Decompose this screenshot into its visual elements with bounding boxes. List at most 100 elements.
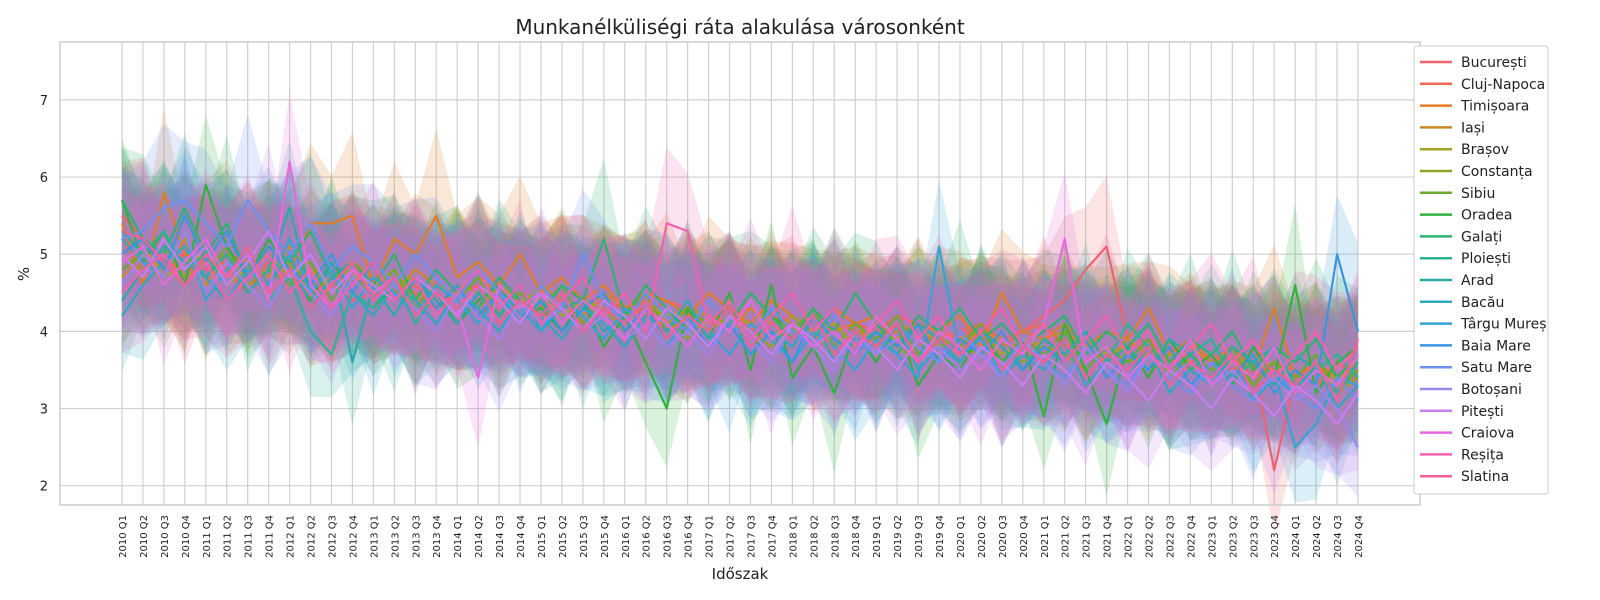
x-tick-label: 2014 Q4 [516,515,527,558]
x-tick-label: 2016 Q1 [621,515,632,558]
x-tick-label: 2012 Q1 [286,515,297,558]
legend-label: Iași [1461,120,1485,136]
x-tick-label: 2013 Q2 [390,515,401,558]
x-tick-label: 2019 Q2 [893,515,904,558]
x-tick-label: 2019 Q3 [914,515,925,558]
x-tick-label: 2017 Q1 [705,515,716,558]
x-tick-label: 2016 Q2 [642,515,653,558]
x-tick-label: 2013 Q1 [369,515,380,558]
x-tick-label: 2017 Q3 [746,515,757,558]
legend: București Cluj-Napoca Timișoara Iași Brașov C… [1413,45,1549,495]
y-tick-label: 6 [40,171,48,186]
x-tick-label: 2016 Q4 [684,515,695,558]
x-tick-label: 2018 Q4 [851,515,862,558]
x-tick-label: 2022 Q3 [1165,515,1176,558]
x-tick-label: 2023 Q2 [1228,515,1239,558]
x-tick-label: 2018 Q3 [830,515,841,558]
x-tick-label: 2010 Q1 [118,515,129,558]
x-tick-label: 2013 Q3 [411,515,422,558]
x-axis-ticks: 2010 Q1 2010 Q2 2010 Q3 2010 Q4 2011 Q1 2011 … [118,515,1365,558]
x-tick-label: 2020 Q3 [998,515,1009,558]
series-band [122,108,1358,444]
x-tick-label: 2023 Q1 [1207,515,1218,558]
y-tick-label: 4 [40,325,48,340]
x-tick-label: 2010 Q2 [139,515,150,558]
legend-label: București [1461,55,1527,71]
x-tick-label: 2014 Q2 [474,515,485,558]
legend-label: Slatina [1461,469,1509,485]
series-line [121,199,1359,379]
x-tick-label: 2018 Q2 [809,515,820,558]
x-tick-label: 2014 Q1 [453,515,464,558]
x-tick-label: 2012 Q3 [327,515,338,558]
x-tick-label: 2015 Q1 [537,515,548,558]
legend-label: Satu Mare [1461,360,1532,376]
y-tick-label: 5 [40,248,48,263]
x-tick-label: 2015 Q4 [600,515,611,558]
x-tick-label: 2015 Q3 [579,515,590,558]
series-lines [120,160,1360,472]
x-tick-label: 2011 Q4 [265,515,276,558]
x-tick-label: 2010 Q3 [160,515,171,558]
x-tick-label: 2012 Q2 [307,515,318,558]
x-tick-label: 2017 Q2 [726,515,737,558]
x-tick-label: 2022 Q1 [1124,515,1135,558]
x-tick-label: 2011 Q2 [223,515,234,558]
legend-box [1413,45,1549,495]
x-tick-label: 2016 Q3 [663,515,674,558]
legend-label: Craiova [1461,426,1514,442]
y-tick-label: 2 [40,480,48,495]
x-tick-label: 2015 Q2 [558,515,569,558]
x-tick-label: 2021 Q4 [1103,515,1114,558]
series-band [122,146,1358,465]
legend-label: Pitești [1461,404,1504,420]
series-line [121,230,1360,402]
x-tick-label: 2024 Q4 [1354,515,1365,558]
legend-label: Baia Mare [1461,338,1531,354]
x-tick-label: 2022 Q2 [1145,515,1156,558]
x-tick-label: 2023 Q3 [1249,515,1260,558]
legend-label: Timișoara [1460,99,1529,115]
legend-label: Brașov [1461,142,1509,158]
legend-label: Târgu Mureș [1460,317,1547,333]
x-tick-label: 2010 Q4 [181,515,192,558]
x-axis-label: Időszak [712,565,769,583]
x-tick-label: 2011 Q1 [202,515,213,558]
x-tick-label: 2017 Q4 [767,515,778,558]
legend-label: Sibiu [1461,186,1495,202]
series-band [122,145,1358,454]
x-tick-label: 2019 Q1 [872,515,883,558]
x-tick-label: 2020 Q2 [977,515,988,558]
series-band [122,115,1358,496]
series-band [122,140,1358,464]
y-axis-ticks: 2 3 4 5 6 7 [40,94,48,495]
x-tick-label: 2019 Q4 [935,515,946,558]
series-line [121,160,1359,395]
x-tick-label: 2014 Q3 [495,515,506,558]
x-tick-label: 2021 Q1 [1040,515,1051,558]
x-tick-label: 2020 Q4 [1019,515,1030,558]
y-tick-label: 7 [40,94,48,109]
x-tick-label: 2022 Q4 [1186,515,1197,558]
legend-label: Botoșani [1461,382,1522,398]
series-line [121,222,1359,379]
legend-label: Arad [1461,273,1494,289]
series-line [121,230,1359,426]
chart-title: Munkanélküliségi ráta alakulása városonk… [515,15,965,39]
legend-label: Reșița [1461,447,1504,463]
x-tick-label: 2012 Q4 [348,515,359,558]
legend-label: Ploiești [1461,251,1511,267]
legend-label: Bacău [1461,295,1504,311]
x-tick-label: 2024 Q2 [1312,515,1323,558]
x-tick-label: 2024 Q3 [1333,515,1344,558]
y-tick-label: 3 [40,403,48,418]
series-band [122,157,1358,536]
x-tick-label: 2011 Q3 [244,515,255,558]
x-tick-label: 2021 Q3 [1082,515,1093,558]
y-axis-label: % [15,267,33,281]
legend-label: Cluj-Napoca [1461,77,1545,93]
x-tick-label: 2024 Q1 [1291,515,1302,558]
legend-label: Galați [1461,229,1502,245]
